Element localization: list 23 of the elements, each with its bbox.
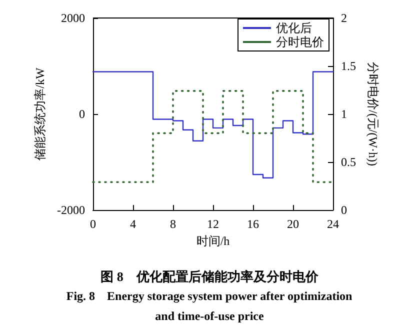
- y2-axis-title: 分时电价/(元/(W·h)): [366, 62, 380, 166]
- x-tick-label: 16: [247, 217, 259, 231]
- y-tick-label: 0: [79, 107, 85, 121]
- y2-tick-label: 1.5: [341, 59, 356, 73]
- y2-tick-label: 2: [341, 11, 347, 25]
- legend-label: 优化后: [276, 21, 312, 35]
- y-tick-label: -2000: [57, 203, 85, 217]
- y2-tick-label: 1: [341, 107, 347, 121]
- x-tick-label: 24: [327, 217, 339, 231]
- text: and time-of-use price: [155, 309, 264, 323]
- x-tick-label: 20: [287, 217, 299, 231]
- x-tick-label: 8: [170, 217, 176, 231]
- caption: 图 8 优化配置后储能功率及分时电价: [100, 269, 320, 284]
- y-tick-label: 2000: [61, 11, 85, 25]
- x-axis-title: 时间/h: [196, 234, 230, 248]
- y2-tick-label: 0.5: [341, 155, 356, 169]
- legend-label: 分时电价: [276, 35, 324, 49]
- x-tick-label: 0: [90, 217, 96, 231]
- y2-tick-label: 0: [341, 203, 347, 217]
- x-tick-label: 12: [207, 217, 219, 231]
- caption: Fig. 8 Energy storage system power after optimization: [66, 289, 353, 303]
- y-axis-title: 储能系统功率/kW: [33, 67, 48, 160]
- x-tick-label: 4: [130, 217, 136, 231]
